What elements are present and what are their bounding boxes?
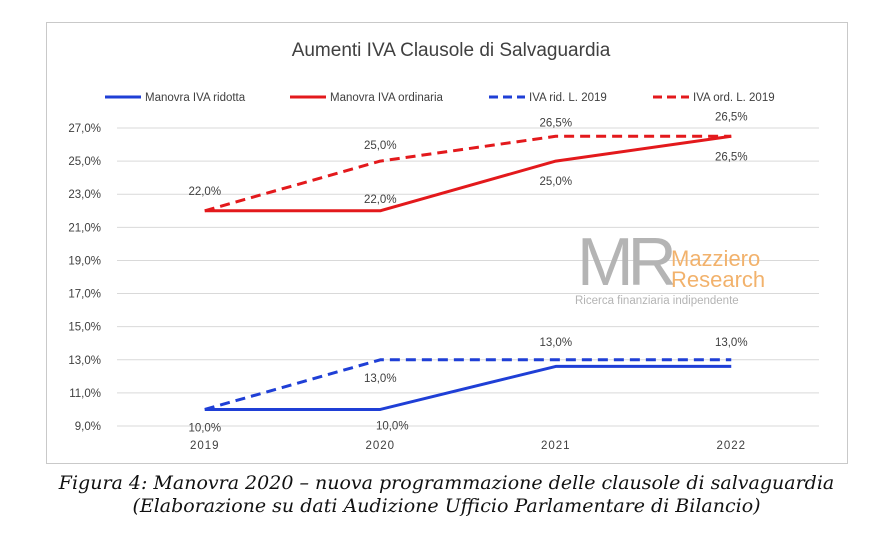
figure-caption: Figura 4: Manovra 2020 – nuova programma… [0, 472, 893, 518]
data-label: 25,0% [539, 176, 572, 188]
x-tick-label: 2022 [716, 440, 746, 452]
legend-label: IVA rid. L. 2019 [529, 92, 607, 104]
x-tick-label: 2019 [190, 440, 220, 452]
y-tick-label: 23,0% [68, 189, 101, 201]
y-tick-label: 25,0% [68, 156, 101, 168]
data-label: 26,5% [715, 111, 748, 123]
y-tick-label: 15,0% [68, 322, 101, 334]
y-tick-label: 11,0% [69, 388, 101, 400]
y-tick-label: 21,0% [68, 222, 101, 234]
legend-label: Manovra IVA ordinaria [330, 92, 444, 104]
y-tick-label: 9,0% [75, 421, 101, 433]
data-label: 10,0% [188, 422, 221, 434]
y-tick-label: 13,0% [68, 355, 101, 367]
legend-label: Manovra IVA ridotta [145, 92, 246, 104]
data-label: 26,5% [715, 151, 748, 163]
watermark-tagline: Ricerca finanziaria indipendente [575, 295, 739, 307]
data-label: 13,0% [364, 373, 397, 385]
mazziero-research-watermark: MR Mazziero Research Ricerca finanziaria… [575, 224, 765, 307]
gridlines [117, 127, 819, 427]
series-lines [204, 134, 732, 411]
chart-title: Aumenti IVA Clausole di Salvaguardia [292, 40, 611, 61]
data-label: 22,0% [188, 186, 221, 198]
x-axis: 2019 2020 2021 2022 [190, 440, 746, 452]
line-chart: Aumenti IVA Clausole di Salvaguardia Man… [68, 40, 819, 452]
y-tick-label: 17,0% [68, 289, 101, 301]
data-label: 13,0% [715, 337, 748, 349]
caption-line-1: Figura 4: Manovra 2020 – nuova programma… [58, 472, 835, 494]
series-line [204, 364, 732, 411]
y-tick-label: 19,0% [68, 255, 101, 267]
data-label: 26,5% [539, 117, 572, 129]
data-labels: 10,0% 22,0% 25,0% 26,5% 10,0% 13,0% 13,0% 13,0%… [188, 111, 747, 434]
series-line [204, 134, 732, 213]
data-label: 25,0% [364, 140, 397, 152]
caption-line-2: (Elaborazione su dati Audizione Ufficio … [132, 495, 761, 517]
watermark-line1: Mazziero [671, 246, 760, 271]
data-label: 22,0% [364, 194, 397, 206]
y-tick-label: 27,0% [68, 123, 101, 135]
y-axis: 27,0% 25,0% 23,0% 21,0% 19,0% 17,0% 15,0% 13,0%… [68, 123, 101, 433]
legend: Manovra IVA ridotta Manovra IVA ordinaria… [105, 92, 775, 104]
x-tick-label: 2020 [365, 440, 395, 452]
legend-label: IVA ord. L. 2019 [693, 92, 775, 104]
watermark-mark: MR [577, 224, 674, 300]
chart-frame: Aumenti IVA Clausole di Salvaguardia Man… [46, 22, 848, 464]
data-label: 13,0% [539, 337, 572, 349]
data-label: 10,0% [376, 420, 409, 432]
watermark-line2: Research [671, 267, 765, 292]
x-tick-label: 2021 [541, 440, 571, 452]
